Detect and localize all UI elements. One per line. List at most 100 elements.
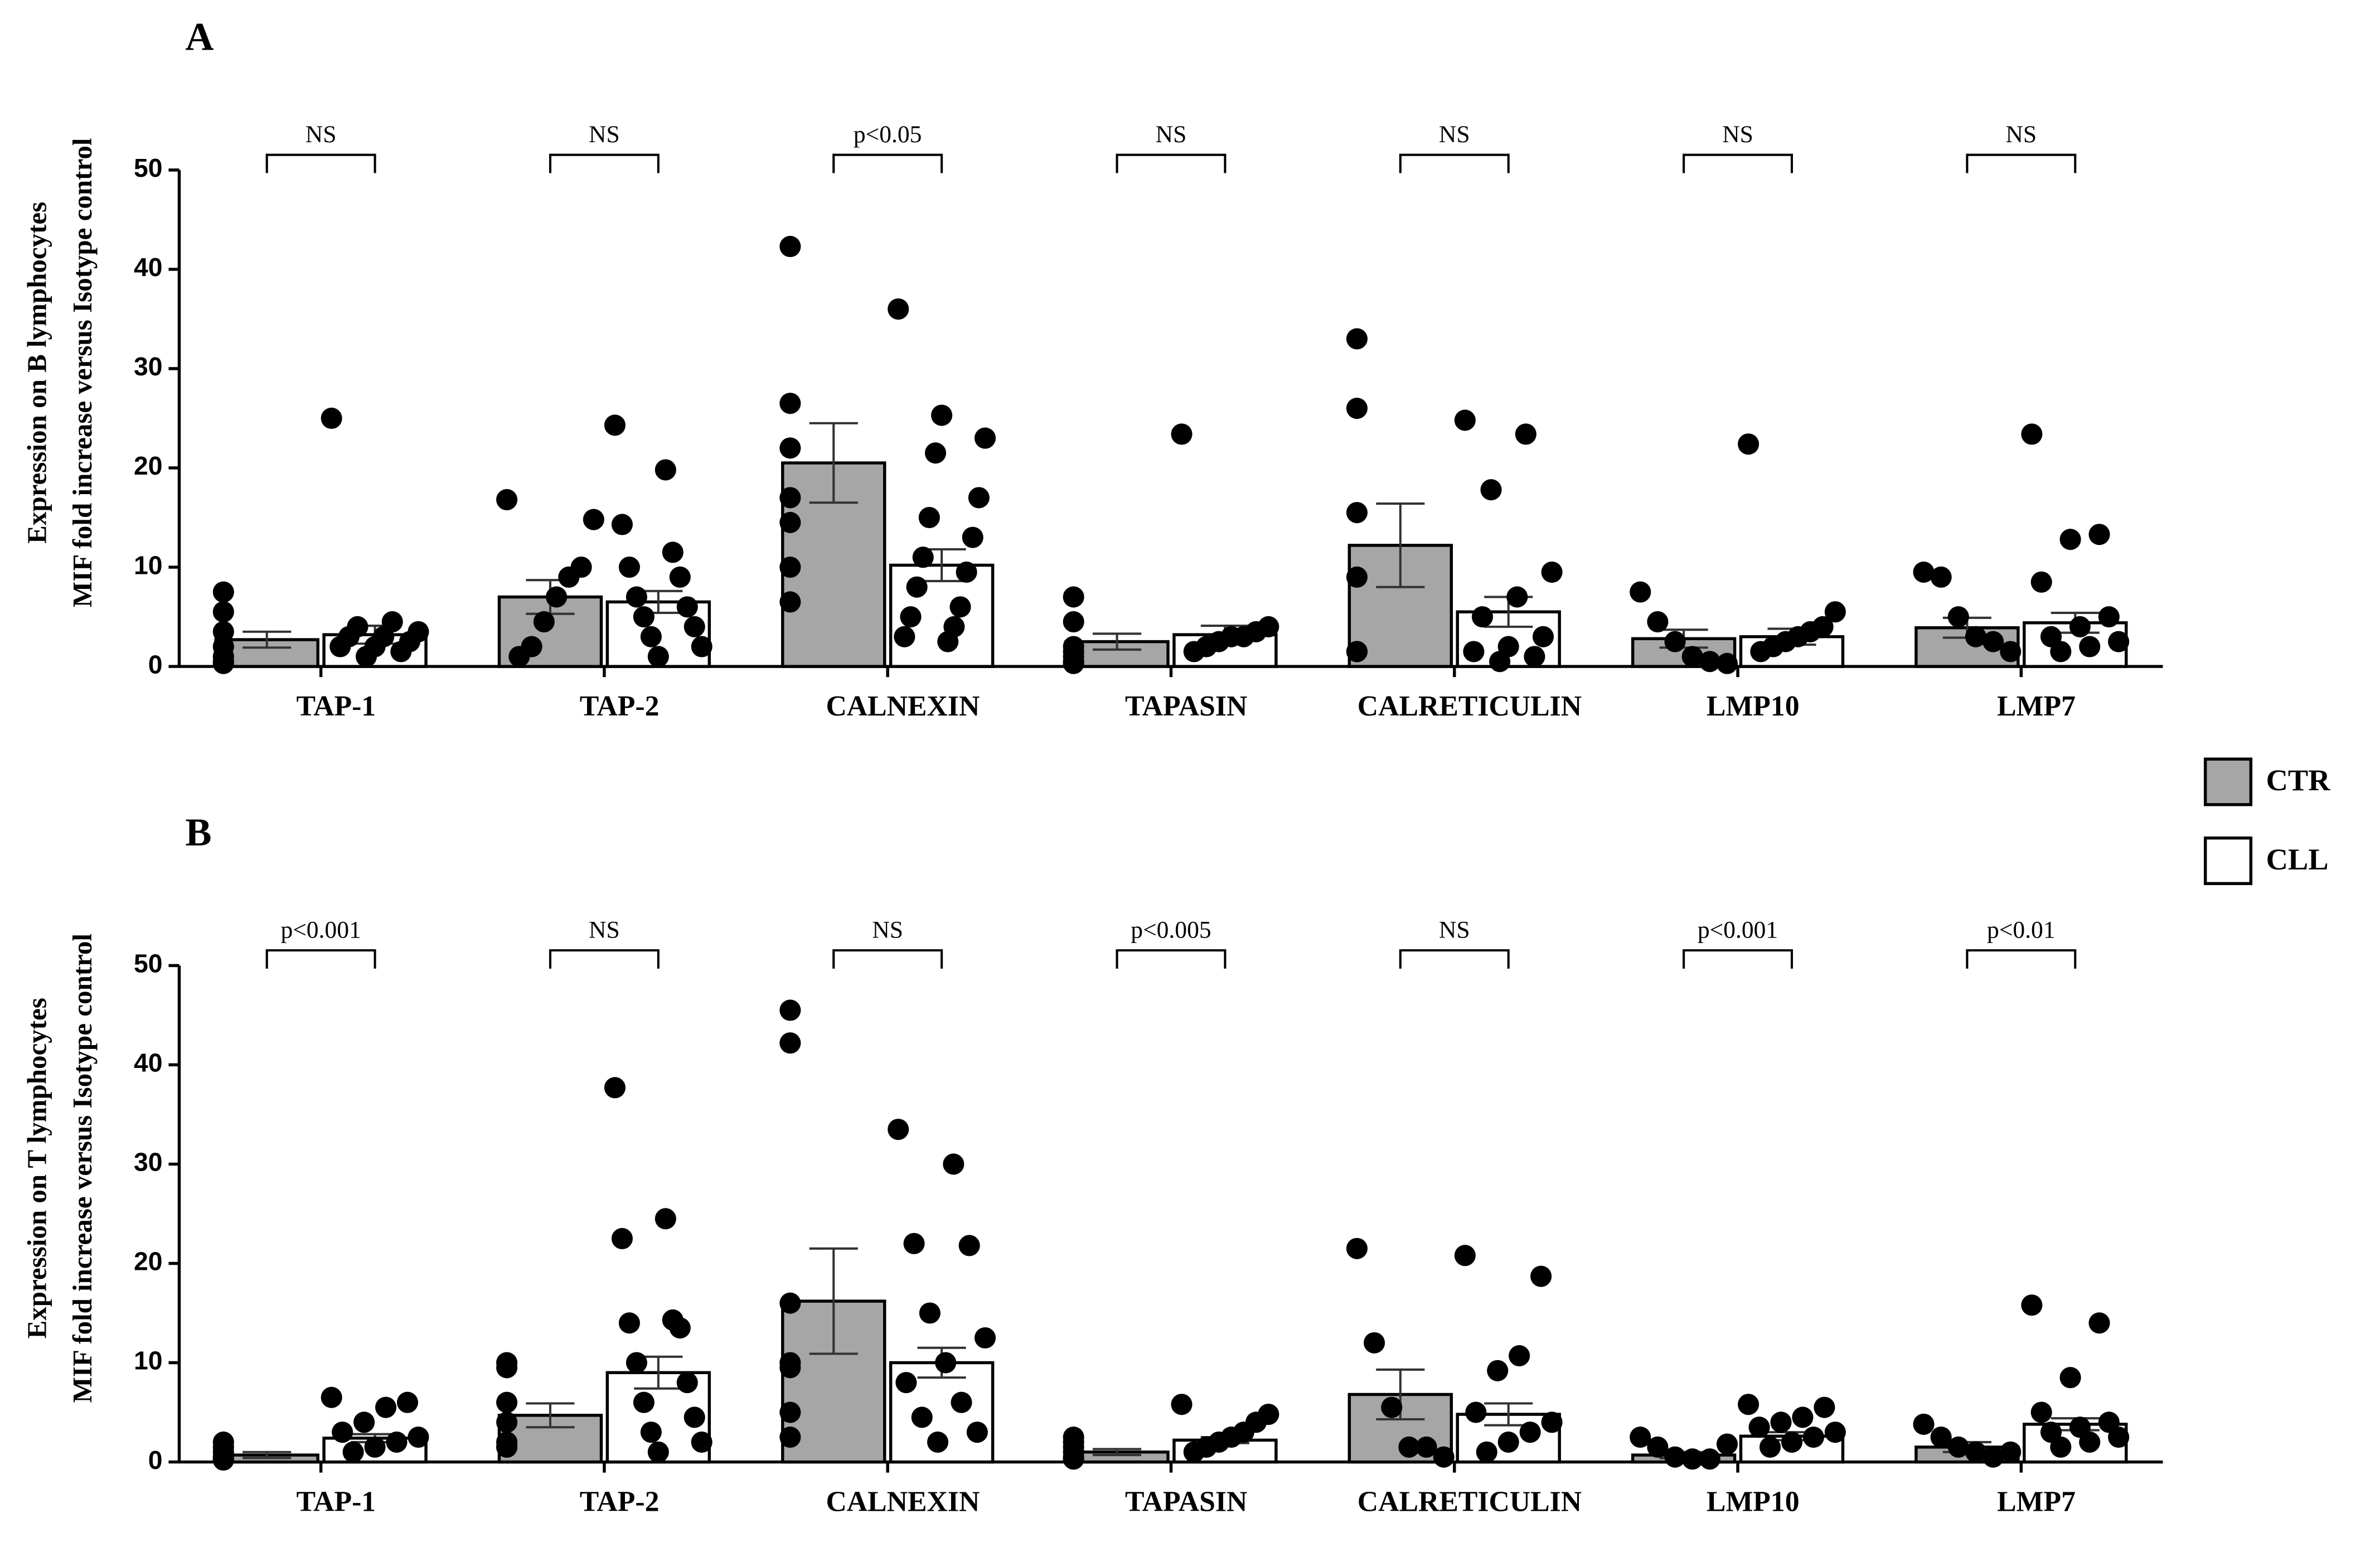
data-point — [1183, 1441, 1205, 1463]
data-point — [779, 235, 801, 258]
data-point — [583, 509, 604, 530]
data-point — [919, 1302, 941, 1324]
significance-bracket — [1116, 153, 1227, 173]
data-point — [906, 576, 928, 598]
x-tick-label: LMP7 — [1997, 690, 2076, 722]
data-point — [2021, 1294, 2043, 1316]
data-point — [1930, 566, 1952, 588]
significance-bracket — [549, 949, 660, 969]
x-tick-label: CALRETICULIN — [1358, 1486, 1582, 1518]
y-axis-label: Expression on T lymphocytes — [21, 998, 52, 1338]
data-point — [640, 626, 662, 647]
error-bar — [809, 422, 858, 504]
data-point — [1398, 1436, 1420, 1458]
data-point — [364, 1436, 386, 1458]
data-point — [2088, 524, 2110, 545]
data-point — [618, 556, 640, 578]
data-point — [321, 407, 342, 429]
data-point — [962, 526, 983, 548]
data-point — [894, 626, 915, 647]
data-point — [2059, 529, 2081, 550]
data-point — [1463, 641, 1485, 663]
data-point — [1913, 561, 1935, 583]
data-point — [2079, 636, 2101, 658]
data-point — [779, 591, 801, 613]
data-point — [1487, 1360, 1509, 1381]
data-point — [1750, 641, 1772, 663]
legend-swatch — [2203, 757, 2253, 806]
data-point — [626, 1352, 647, 1374]
data-point — [931, 404, 953, 426]
data-point — [2050, 641, 2072, 663]
data-point — [633, 606, 655, 628]
significance-bracket — [1116, 949, 1227, 969]
data-point — [669, 566, 691, 588]
data-point — [496, 1357, 518, 1379]
data-point — [1416, 1436, 1437, 1458]
significance-label: p<0.01 — [1987, 916, 2056, 943]
data-point — [1630, 581, 1651, 603]
data-point — [779, 1357, 801, 1379]
significance-label: NS — [1156, 121, 1187, 148]
data-point — [684, 1406, 705, 1428]
data-point — [956, 561, 977, 583]
data-point — [779, 393, 801, 414]
data-point — [375, 1396, 397, 1418]
significance-bracket — [1399, 949, 1510, 969]
y-axis-label: MIF fold increase versus Isotype control — [67, 934, 98, 1403]
data-point — [1515, 423, 1536, 445]
significance-bracket — [1399, 153, 1510, 173]
error-bar — [243, 1451, 292, 1459]
data-point — [779, 1032, 801, 1054]
significance-bracket — [1683, 153, 1794, 173]
data-point — [618, 1312, 640, 1334]
significance-bracket — [549, 153, 660, 173]
significance-bracket — [832, 949, 943, 969]
data-point — [2050, 1436, 2072, 1458]
error-bar — [526, 1402, 575, 1429]
data-point — [895, 1372, 917, 1394]
error-bar — [243, 630, 292, 649]
data-point — [1506, 586, 1528, 608]
data-point — [2069, 616, 2091, 637]
y-tick-label: 50 — [134, 153, 162, 182]
data-point — [949, 596, 971, 618]
data-point — [1454, 1245, 1476, 1266]
data-point — [968, 487, 990, 509]
data-point — [611, 1227, 633, 1250]
data-point — [353, 1411, 375, 1433]
data-point — [1965, 626, 1987, 647]
significance-label: NS — [589, 121, 620, 148]
data-point — [2021, 423, 2043, 445]
data-point — [408, 1426, 429, 1448]
data-point — [1346, 641, 1368, 663]
y-tick-label: 10 — [134, 1346, 162, 1375]
significance-bracket — [832, 153, 943, 173]
data-point — [1171, 1394, 1193, 1415]
data-point — [1947, 606, 1969, 628]
data-point — [1497, 1431, 1519, 1453]
data-point — [626, 586, 647, 608]
data-point — [1541, 561, 1563, 583]
data-point — [1664, 1446, 1686, 1468]
data-point — [1471, 606, 1494, 628]
data-point — [321, 1386, 342, 1408]
data-point — [604, 1077, 626, 1099]
x-tick-label: TAP-2 — [580, 1486, 660, 1518]
data-point — [1171, 423, 1193, 445]
data-point — [912, 547, 934, 568]
data-point — [937, 631, 959, 652]
significance-label: p<0.001 — [280, 916, 361, 943]
data-point — [966, 1422, 988, 1443]
significance-bracket — [1966, 153, 2077, 173]
significance-label: NS — [1439, 916, 1470, 943]
data-point — [496, 1391, 518, 1413]
y-tick-label: 40 — [134, 1048, 162, 1077]
data-point — [640, 1422, 662, 1443]
data-point — [386, 1431, 408, 1453]
data-point — [924, 442, 947, 464]
data-point — [2108, 631, 2130, 652]
data-point — [1738, 1394, 1759, 1415]
